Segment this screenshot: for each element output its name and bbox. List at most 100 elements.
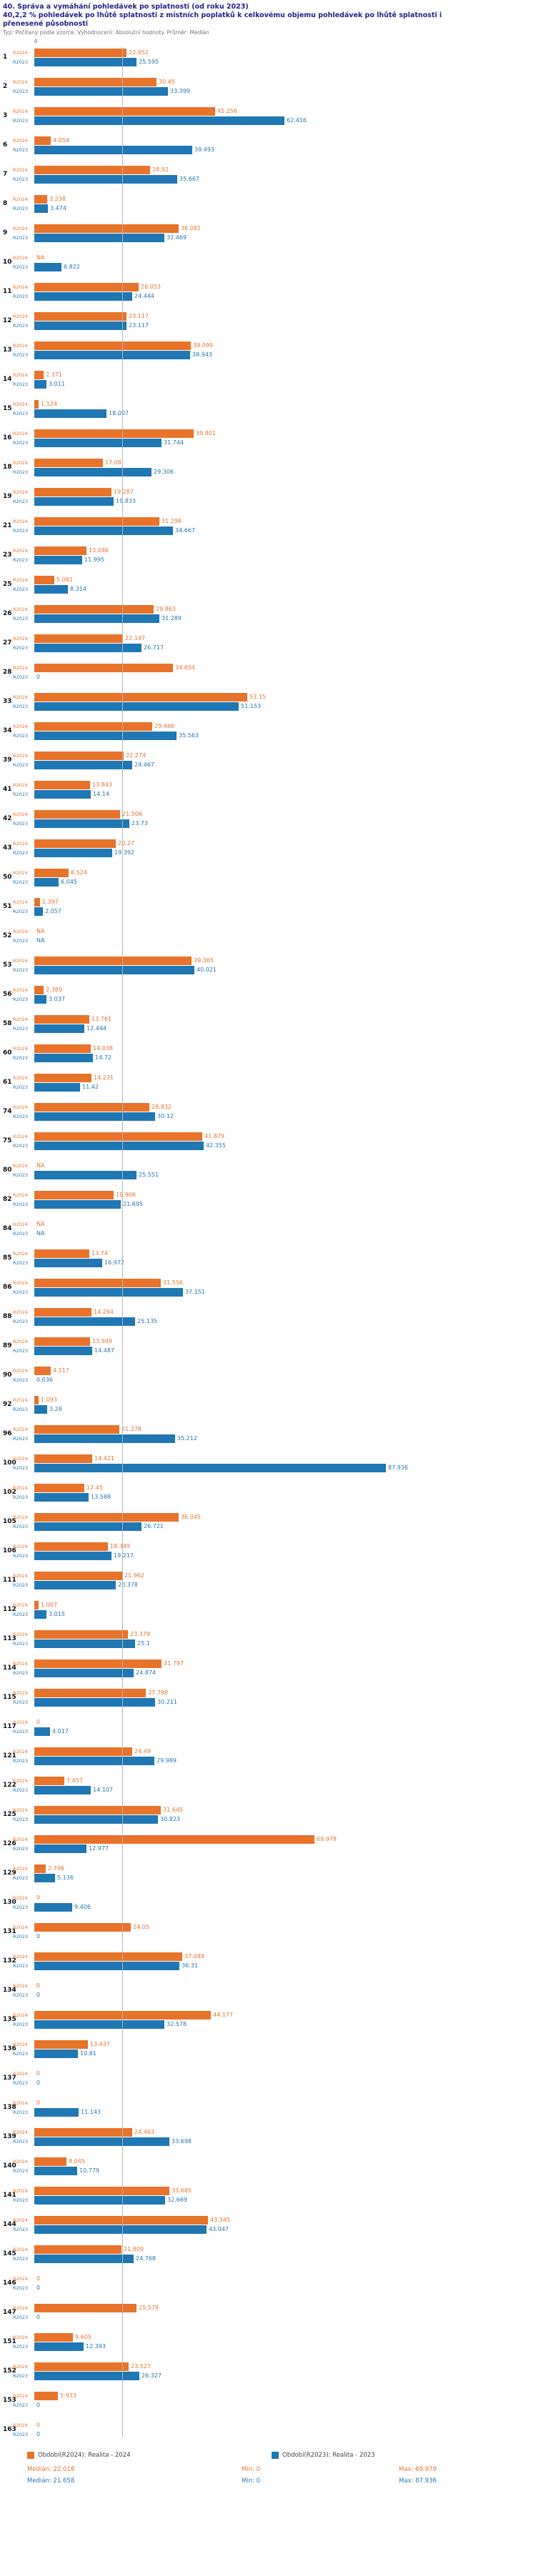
bar-r2024 bbox=[34, 1190, 114, 1199]
bar-value-label: 23.117 bbox=[129, 313, 149, 320]
bar-line-r2023: R2023 12.977 bbox=[13, 1844, 337, 1853]
bar-tick-label: R2024 bbox=[13, 371, 29, 378]
bar-r2023 bbox=[34, 1024, 84, 1033]
bar-tick-label: R2023 bbox=[13, 1669, 29, 1676]
bar-tick-label: R2024 bbox=[13, 1631, 29, 1637]
bar-value-label: 24.05 bbox=[133, 1924, 149, 1931]
bar-line-r2024: R2024 4.117 bbox=[13, 1366, 69, 1375]
bar-r2023 bbox=[34, 291, 132, 301]
bar-line-r2024: R2024 22.952 bbox=[13, 48, 159, 57]
bar-tick-label: R2023 bbox=[13, 146, 29, 153]
bar-value-label: 26.717 bbox=[144, 644, 164, 652]
bar-tick-label: R2023 bbox=[13, 2431, 29, 2437]
row-id: 153 bbox=[3, 2397, 16, 2405]
bar-r2023 bbox=[34, 2225, 207, 2234]
legend-label-2023: Období(R2023): Realita - 2023 bbox=[282, 2451, 375, 2459]
bar-value-label: 3.037 bbox=[49, 996, 65, 1003]
bar-r2023 bbox=[34, 233, 164, 242]
bar-tick-label: R2024 bbox=[13, 606, 29, 612]
bar-r2023 bbox=[34, 2020, 164, 2029]
bar-line-r2024: R2024 37.049 bbox=[13, 1952, 204, 1961]
bar-r2024 bbox=[34, 1629, 128, 1639]
bar-r2023 bbox=[34, 145, 192, 154]
row-id: 33 bbox=[3, 698, 12, 706]
bar-r2023 bbox=[34, 848, 112, 857]
row-id: 9 bbox=[3, 229, 8, 237]
bar-line-r2023: R2023 0 bbox=[13, 1932, 149, 1941]
row-id: 89 bbox=[3, 1342, 12, 1350]
bar-line-r2023: R2023 19.833 bbox=[13, 496, 136, 506]
bar-r2023 bbox=[34, 2049, 78, 2058]
bar-tick-label: R2024 bbox=[13, 430, 29, 436]
chart-row: 112 R2024 1.007 R2023 3.015 bbox=[3, 1600, 532, 1619]
bar-r2024 bbox=[34, 2332, 73, 2342]
bar-r2023 bbox=[34, 760, 132, 769]
bar-line-r2024: R2024 27.798 bbox=[13, 1688, 177, 1697]
chart-legend: Období(R2024): Realita - 2024 Období(R20… bbox=[3, 2451, 532, 2485]
bar-value-label: 24.467 bbox=[134, 762, 154, 769]
bar-value-label: 27.798 bbox=[148, 1689, 168, 1697]
row-id: 113 bbox=[3, 1635, 16, 1643]
bar-r2024 bbox=[34, 1776, 64, 1785]
bar-value-label: 42.355 bbox=[206, 1142, 226, 1149]
bar-value-label: 35.563 bbox=[179, 732, 199, 739]
row-id: 34 bbox=[3, 727, 12, 735]
row-id: 146 bbox=[3, 2280, 16, 2287]
chart-row: 27 R2024 22.147 R2023 26.717 bbox=[3, 634, 532, 652]
bar-line-r2023: R2023 2.057 bbox=[13, 907, 61, 916]
row-id: 106 bbox=[3, 1547, 16, 1555]
bar-line-r2024: R2024 45.256 bbox=[13, 106, 307, 116]
bar-line-r2024: R2024 31.298 bbox=[13, 516, 195, 526]
bar-r2023 bbox=[34, 116, 284, 125]
row-id: 2 bbox=[3, 83, 8, 91]
bar-tick-label: R2024 bbox=[13, 1455, 29, 1462]
bar-line-r2023: R2023 16.972 bbox=[13, 1258, 124, 1267]
bar-value-label: 87.936 bbox=[388, 1464, 408, 1472]
chart-row: 84 R2024 NA R2023 NA bbox=[3, 1220, 532, 1238]
bar-tick-label: R2024 bbox=[13, 79, 29, 85]
legend-swatch-2023-icon bbox=[272, 2451, 279, 2459]
bar-tick-label: R2024 bbox=[13, 752, 29, 759]
bar-value-label: 14.421 bbox=[94, 1455, 114, 1462]
bar-tick-label: R2024 bbox=[13, 547, 29, 554]
row-id: 8 bbox=[3, 200, 8, 208]
bar-line-r2023: R2023 20.378 bbox=[13, 1580, 144, 1589]
bar-tick-label: R2023 bbox=[13, 1084, 29, 1090]
bar-value-label: 25.551 bbox=[139, 1172, 159, 1179]
bar-value-label: 11.143 bbox=[81, 2109, 101, 2116]
bar-tick-label: R2023 bbox=[13, 1347, 29, 1354]
bar-line-r2024: R2024 22.147 bbox=[13, 634, 164, 643]
row-id: 27 bbox=[3, 639, 12, 647]
bar-line-r2024: R2024 39.365 bbox=[13, 956, 217, 965]
chart-row: 114 R2024 31.797 R2023 24.874 bbox=[3, 1659, 532, 1677]
bar-tick-label: R2023 bbox=[13, 586, 29, 592]
bar-line-r2024: R2024 2.796 bbox=[13, 1864, 74, 1873]
bar-value-label: 31.289 bbox=[162, 615, 182, 622]
chart-row: 100 R2024 14.421 R2023 87.936 bbox=[3, 1454, 532, 1472]
bar-tick-label: R2024 bbox=[13, 1397, 29, 1403]
bar-tick-label: R2023 bbox=[13, 644, 29, 651]
bar-line-r2023: R2023 25.1 bbox=[13, 1639, 150, 1648]
bar-tick-label: R2024 bbox=[13, 928, 29, 934]
bar-r2023 bbox=[34, 350, 190, 359]
bar-line-r2023: R2023 32.469 bbox=[13, 233, 201, 242]
row-id: 19 bbox=[3, 493, 12, 501]
bar-r2024 bbox=[34, 1747, 132, 1756]
row-id: 16 bbox=[3, 434, 12, 442]
chart-row: 21 R2024 31.298 R2023 34.667 bbox=[3, 516, 532, 535]
bar-value-label: 0 bbox=[36, 2431, 41, 2438]
row-id: 130 bbox=[3, 1899, 16, 1907]
bar-tick-label: R2024 bbox=[13, 1016, 29, 1022]
bar-line-r2024: R2024 5.933 bbox=[13, 2391, 76, 2400]
bar-line-r2024: R2024 13.74 bbox=[13, 1249, 124, 1258]
bar-r2023 bbox=[34, 1463, 386, 1472]
row-id: 135 bbox=[3, 2016, 16, 2024]
bar-value-label: 19.392 bbox=[114, 849, 134, 857]
bar-tick-label: R2023 bbox=[13, 176, 29, 182]
bar-r2023 bbox=[34, 1551, 111, 1560]
bar-tick-label: R2023 bbox=[13, 2167, 29, 2174]
bar-line-r2024: R2024 1.007 bbox=[13, 1600, 65, 1609]
bar-line-r2024: R2024 0 bbox=[13, 2421, 40, 2430]
bar-value-label: NA bbox=[36, 928, 45, 935]
bar-line-r2024: R2024 12.45 bbox=[13, 1483, 111, 1492]
